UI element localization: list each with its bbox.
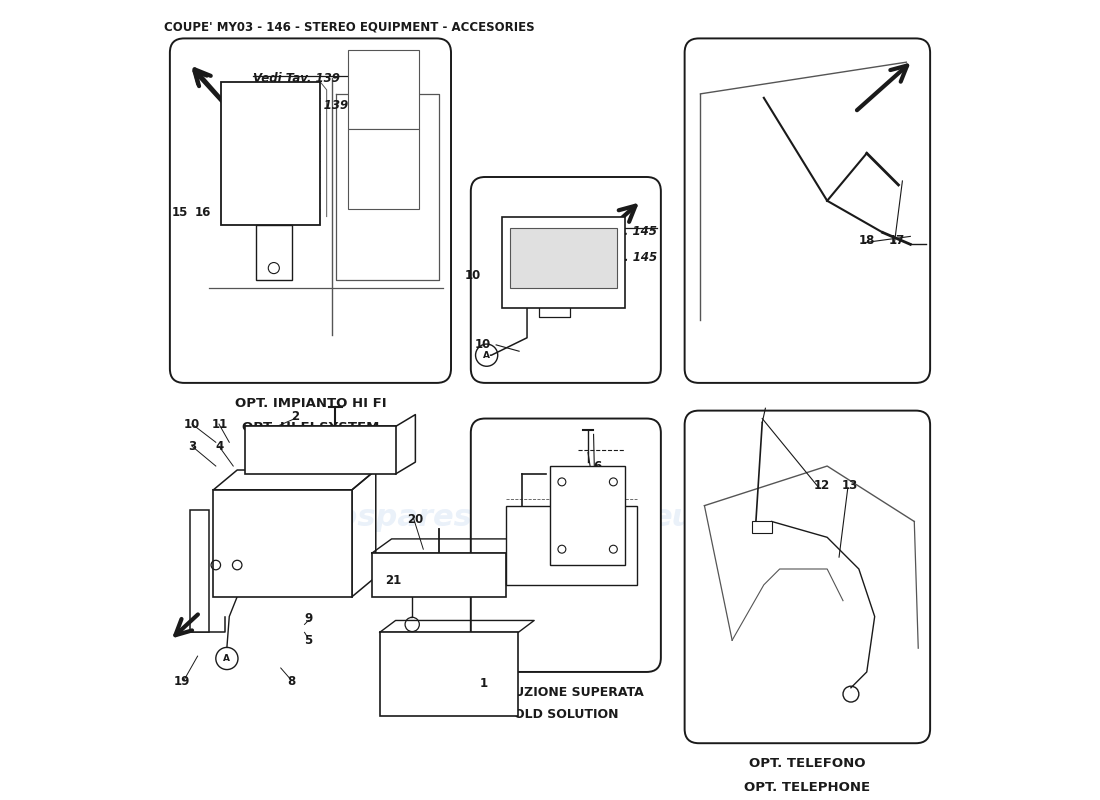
FancyBboxPatch shape (684, 410, 931, 743)
Bar (348, 130, 419, 209)
FancyBboxPatch shape (471, 418, 661, 672)
Text: 3: 3 (188, 440, 196, 453)
Text: 19: 19 (174, 675, 190, 688)
Text: 17: 17 (889, 234, 905, 247)
Bar (189, 510, 209, 632)
Text: OPT. TELEPHONE: OPT. TELEPHONE (745, 782, 870, 794)
FancyBboxPatch shape (684, 38, 931, 383)
Text: 5: 5 (305, 634, 312, 646)
Text: 15: 15 (172, 206, 188, 219)
Text: 8: 8 (287, 675, 295, 688)
Bar (503, 217, 625, 308)
FancyBboxPatch shape (471, 177, 661, 383)
Text: eurospares: eurospares (651, 503, 845, 532)
Bar (752, 522, 772, 534)
Text: 1: 1 (480, 678, 487, 690)
Text: COUPE' MY03 - 146 - STEREO EQUIPMENT - ACCESORIES: COUPE' MY03 - 146 - STEREO EQUIPMENT - A… (164, 20, 535, 33)
Bar (550, 466, 625, 565)
Text: OPT. HI FI SYSTEM: OPT. HI FI SYSTEM (242, 421, 380, 434)
Text: 13: 13 (842, 479, 858, 492)
Text: 10: 10 (465, 270, 482, 282)
Text: Vedi Tav. 145: Vedi Tav. 145 (570, 225, 657, 238)
Bar (221, 82, 320, 225)
Bar (348, 50, 419, 130)
Text: 10: 10 (184, 418, 200, 430)
Text: A: A (223, 654, 230, 663)
Text: Vedi Tav. 139: Vedi Tav. 139 (253, 72, 340, 85)
Text: See Draw. 139: See Draw. 139 (253, 99, 349, 112)
Text: OPT. TELEFONO: OPT. TELEFONO (749, 758, 866, 770)
Text: eurospares: eurospares (279, 503, 472, 532)
Text: 2: 2 (290, 410, 299, 422)
Bar (213, 490, 352, 597)
Text: 7: 7 (594, 485, 602, 498)
Text: 12: 12 (814, 479, 829, 492)
Text: 16: 16 (195, 206, 211, 219)
Bar (506, 506, 637, 585)
Bar (510, 229, 617, 288)
FancyBboxPatch shape (169, 38, 451, 383)
Text: 4: 4 (216, 440, 224, 453)
Text: 18: 18 (859, 234, 874, 247)
Text: 14: 14 (222, 206, 239, 219)
Text: 11: 11 (211, 418, 228, 430)
Text: OPT. IMPIANTO HI FI: OPT. IMPIANTO HI FI (234, 397, 386, 410)
Text: 20: 20 (407, 513, 424, 526)
Text: 10: 10 (475, 338, 491, 351)
Text: See Draw. 145: See Draw. 145 (562, 250, 657, 264)
Text: 9: 9 (305, 611, 312, 625)
Bar (245, 426, 396, 474)
Bar (256, 225, 292, 280)
Bar (372, 553, 506, 597)
Text: OLD SOLUTION: OLD SOLUTION (514, 707, 618, 721)
Text: 6: 6 (593, 459, 602, 473)
Text: 21: 21 (385, 574, 402, 587)
Bar (379, 632, 518, 715)
Text: SOLUZIONE SUPERATA: SOLUZIONE SUPERATA (487, 686, 645, 699)
Text: A: A (483, 350, 491, 360)
